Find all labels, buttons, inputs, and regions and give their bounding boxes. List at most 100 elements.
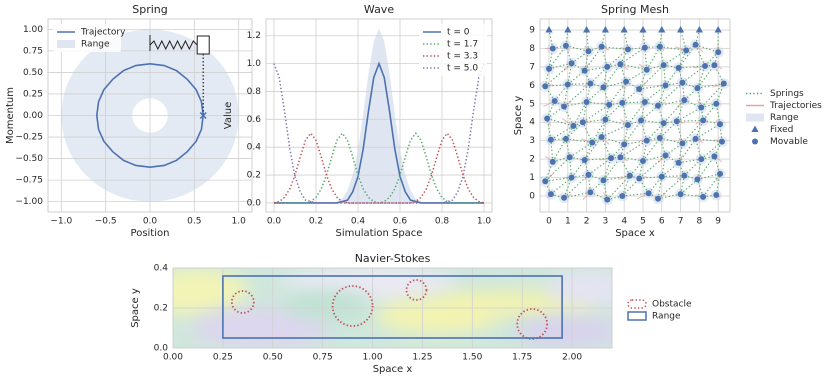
plot-layer (173, 268, 612, 348)
movable-point (638, 117, 645, 124)
marks (542, 26, 727, 203)
x-tick-label: 1 (565, 217, 571, 227)
spring (676, 121, 683, 144)
movable-point (639, 157, 646, 164)
movable-point (683, 47, 690, 54)
spring (571, 174, 589, 179)
movable-point (604, 196, 611, 203)
spring (582, 118, 606, 123)
y-tick-label: 0.6 (247, 115, 262, 125)
movable-point (561, 194, 568, 201)
movable-point (619, 99, 626, 106)
spring (627, 101, 646, 126)
legend-swatch (627, 311, 647, 321)
y-tick-label: −0.25 (15, 133, 43, 143)
spring (582, 121, 593, 143)
spring (657, 175, 685, 200)
fixed-point (620, 26, 628, 33)
spring (590, 191, 608, 201)
y-tick-label: 8 (529, 44, 535, 54)
movable-point (544, 115, 551, 122)
spring (603, 175, 630, 181)
spring (657, 85, 667, 106)
movable-point (549, 158, 556, 165)
spring (582, 104, 610, 123)
spring (696, 65, 706, 89)
y-tick-label: 7 (529, 62, 535, 72)
y-tick-label: 0.0 (247, 198, 262, 208)
spring (642, 30, 646, 48)
legend-swatch (751, 125, 759, 132)
plot-frame (539, 18, 731, 213)
movable-point (570, 122, 577, 129)
movable-point (679, 140, 686, 147)
movable-point (562, 42, 569, 49)
series-line (273, 61, 485, 204)
spring (546, 118, 574, 127)
y-axis-label: Space y (130, 288, 141, 328)
spring (663, 64, 679, 69)
spring (680, 193, 704, 198)
movable-point (564, 81, 571, 88)
y-tick-label: −0.50 (15, 154, 43, 164)
movable-point (679, 79, 686, 86)
spring (586, 86, 604, 103)
marks (95, 35, 210, 169)
spring (713, 141, 723, 157)
movable-point (581, 67, 588, 74)
spring (695, 123, 721, 140)
obstacle (516, 308, 549, 340)
x-tick-label: 2 (584, 217, 590, 227)
movable-point (561, 103, 568, 110)
spring (659, 120, 678, 139)
x-axis-label: Space x (373, 364, 413, 375)
movable-point (713, 192, 720, 199)
legend-label: t = 3.3 (447, 52, 478, 62)
series-line (95, 62, 205, 169)
legend-swatch (746, 113, 764, 122)
spring (695, 138, 722, 143)
spring (584, 159, 590, 175)
spring (602, 87, 610, 105)
spring (657, 193, 681, 200)
movable-point (581, 157, 588, 164)
spring-mass (196, 35, 210, 55)
movable-point (641, 98, 648, 105)
chart-panel: 0.00 0.25 0.50 0.75 1.00 1.25 1.50 1.75 2.00 0.0 0… (130, 252, 692, 375)
chart-title: Wave (364, 3, 394, 16)
flow-blob (282, 289, 371, 319)
fixed-point (676, 26, 685, 33)
y-tick-label: 0.00 (23, 111, 43, 121)
x-tick-label: 4 (621, 217, 627, 227)
x-tick-label: 1.50 (462, 353, 482, 363)
spring (644, 84, 666, 103)
spring (589, 66, 608, 84)
legend-label: Range (81, 40, 110, 50)
spring (678, 138, 697, 164)
y-tick-label: 1.2 (247, 31, 261, 41)
spring (601, 136, 612, 159)
movable-point (711, 62, 718, 69)
spring (619, 63, 627, 82)
legend-label: Trajectory (80, 28, 126, 38)
spring (663, 49, 687, 66)
spring (620, 47, 646, 65)
spring (603, 156, 621, 181)
spring (584, 66, 608, 72)
movable-point (568, 60, 575, 67)
spring (625, 81, 640, 90)
movable-point (658, 173, 665, 180)
movable-point (643, 66, 650, 73)
spring (697, 64, 715, 89)
spring (680, 178, 698, 195)
movable-point (694, 85, 701, 92)
spring (678, 158, 702, 164)
spring (676, 119, 704, 122)
x-tick-label: 0.75 (313, 353, 333, 363)
movable-point (643, 137, 650, 144)
spring (563, 83, 591, 107)
spring (661, 175, 685, 178)
spring (548, 45, 567, 70)
spring (621, 178, 640, 197)
x-tick-label: 8 (696, 217, 702, 227)
